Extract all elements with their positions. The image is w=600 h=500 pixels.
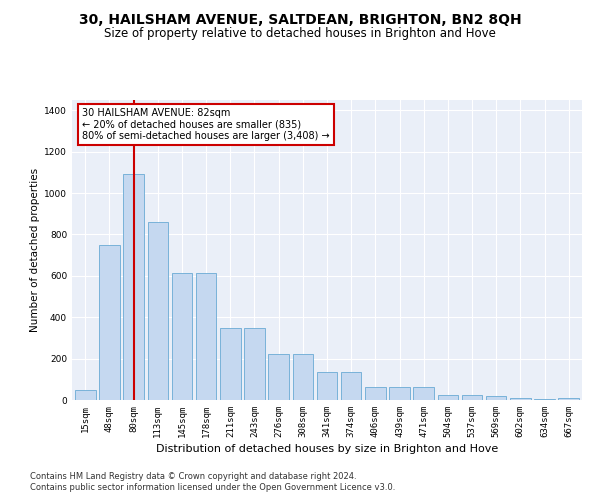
- Bar: [534, 399, 555, 400]
- Bar: [268, 354, 289, 400]
- Bar: [75, 390, 95, 400]
- Y-axis label: Number of detached properties: Number of detached properties: [30, 168, 40, 332]
- Bar: [196, 273, 217, 400]
- Bar: [220, 328, 241, 400]
- Bar: [389, 386, 410, 400]
- Bar: [244, 328, 265, 400]
- Bar: [317, 372, 337, 400]
- Text: 30, HAILSHAM AVENUE, SALTDEAN, BRIGHTON, BN2 8QH: 30, HAILSHAM AVENUE, SALTDEAN, BRIGHTON,…: [79, 12, 521, 26]
- Text: Contains public sector information licensed under the Open Government Licence v3: Contains public sector information licen…: [30, 483, 395, 492]
- Text: Size of property relative to detached houses in Brighton and Hove: Size of property relative to detached ho…: [104, 28, 496, 40]
- Bar: [341, 372, 361, 400]
- Bar: [99, 245, 120, 400]
- Bar: [293, 354, 313, 400]
- Bar: [559, 398, 579, 400]
- Bar: [124, 174, 144, 400]
- Text: 30 HAILSHAM AVENUE: 82sqm
← 20% of detached houses are smaller (835)
80% of semi: 30 HAILSHAM AVENUE: 82sqm ← 20% of detac…: [82, 108, 330, 140]
- Text: Contains HM Land Registry data © Crown copyright and database right 2024.: Contains HM Land Registry data © Crown c…: [30, 472, 356, 481]
- Bar: [413, 386, 434, 400]
- Bar: [462, 395, 482, 400]
- Bar: [510, 398, 530, 400]
- Bar: [437, 395, 458, 400]
- Bar: [172, 273, 192, 400]
- Bar: [148, 222, 168, 400]
- Bar: [365, 386, 386, 400]
- Bar: [486, 396, 506, 400]
- X-axis label: Distribution of detached houses by size in Brighton and Hove: Distribution of detached houses by size …: [156, 444, 498, 454]
